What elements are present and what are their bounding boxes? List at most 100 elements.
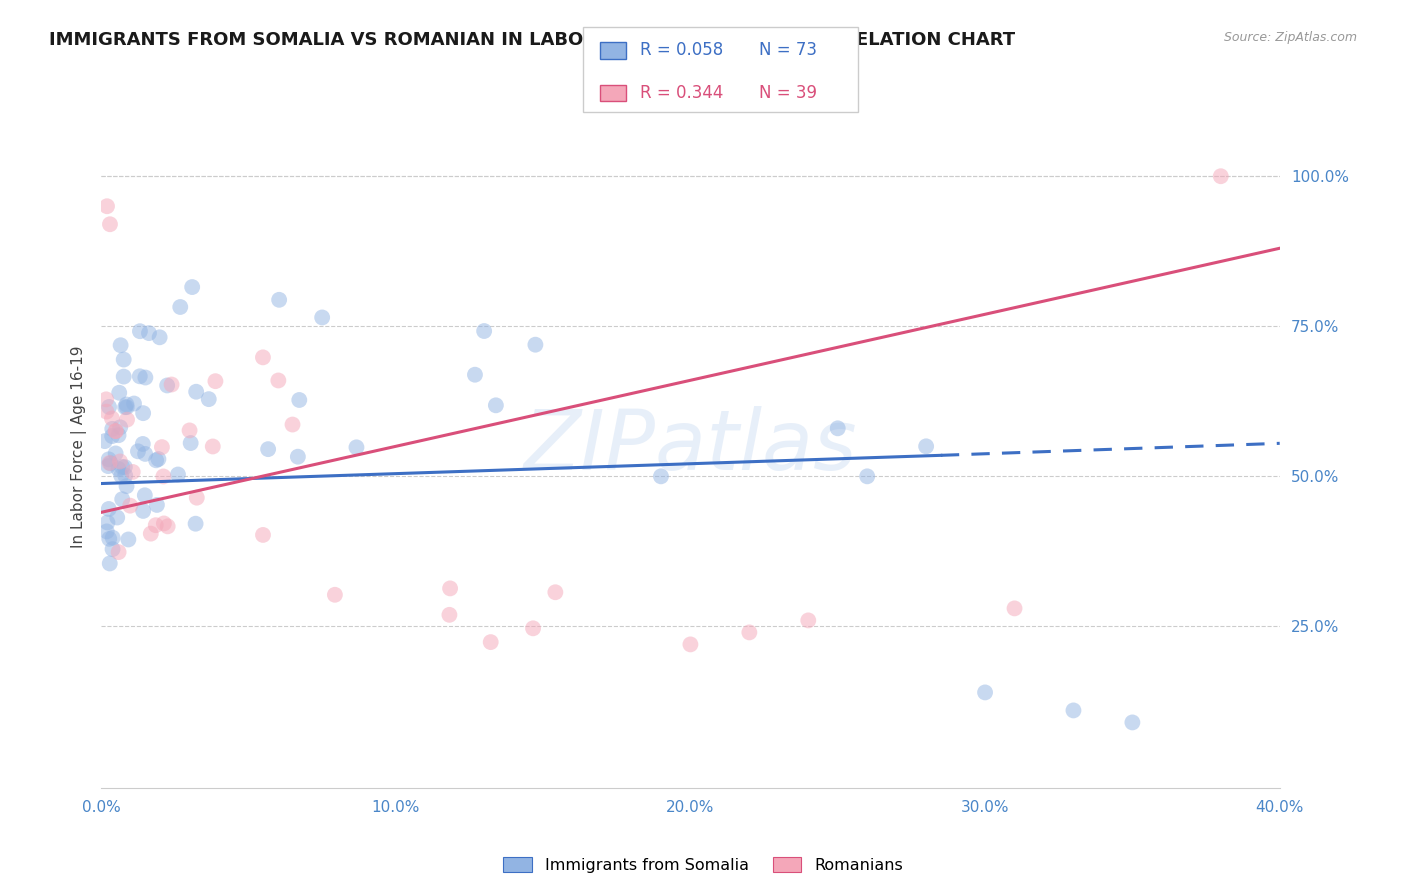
Point	[134, 370, 156, 384]
Point	[323, 588, 346, 602]
Point	[134, 447, 156, 461]
Point	[1121, 715, 1143, 730]
Point	[98, 400, 121, 414]
Point	[145, 518, 167, 533]
Point	[96, 524, 118, 539]
Point	[827, 421, 849, 435]
Point	[98, 456, 121, 470]
Point	[101, 429, 124, 443]
Point	[115, 479, 138, 493]
Point	[160, 377, 183, 392]
Point	[167, 467, 190, 482]
Point	[97, 502, 120, 516]
Point	[257, 442, 280, 457]
Point	[150, 440, 173, 454]
Point	[281, 417, 304, 432]
Point	[197, 392, 219, 406]
Point	[115, 397, 138, 411]
Point	[96, 199, 118, 213]
Point	[128, 369, 150, 384]
Point	[122, 396, 145, 410]
Point	[97, 459, 120, 474]
Point	[204, 374, 226, 388]
Text: R = 0.344: R = 0.344	[640, 84, 723, 102]
Point	[169, 300, 191, 314]
Point	[112, 369, 135, 384]
Point	[107, 428, 129, 442]
Point	[98, 217, 121, 231]
Point	[479, 635, 502, 649]
Point	[738, 625, 761, 640]
Point	[252, 528, 274, 542]
Text: R = 0.058: R = 0.058	[640, 42, 723, 60]
Point	[108, 385, 131, 400]
Point	[524, 337, 547, 351]
Point	[346, 440, 368, 454]
Point	[856, 469, 879, 483]
Point	[439, 607, 461, 622]
Point	[117, 533, 139, 547]
Point	[472, 324, 495, 338]
Point	[287, 450, 309, 464]
Text: IMMIGRANTS FROM SOMALIA VS ROMANIAN IN LABOR FORCE | AGE 16-19 CORRELATION CHART: IMMIGRANTS FROM SOMALIA VS ROMANIAN IN L…	[49, 31, 1015, 49]
Point	[101, 531, 124, 545]
Point	[186, 384, 208, 399]
Point	[186, 491, 208, 505]
Point	[1209, 169, 1232, 184]
Point	[179, 424, 201, 438]
Point	[269, 293, 291, 307]
Point	[107, 462, 129, 476]
Point	[129, 324, 152, 338]
Point	[132, 437, 155, 451]
Point	[115, 400, 138, 414]
Point	[149, 330, 172, 344]
Point	[112, 352, 135, 367]
Point	[111, 459, 134, 474]
Point	[114, 401, 136, 415]
Point	[98, 557, 121, 571]
Point	[156, 378, 179, 392]
Legend: Immigrants from Somalia, Romanians: Immigrants from Somalia, Romanians	[496, 851, 910, 880]
Point	[134, 488, 156, 502]
Point	[108, 454, 131, 468]
Point	[522, 621, 544, 635]
Point	[132, 406, 155, 420]
Point	[97, 452, 120, 467]
Point	[104, 446, 127, 460]
Point	[98, 532, 121, 546]
Point	[120, 499, 142, 513]
Point	[101, 422, 124, 436]
Point	[915, 439, 938, 453]
Point	[101, 411, 124, 425]
Point	[1004, 601, 1026, 615]
Point	[267, 374, 290, 388]
Text: N = 39: N = 39	[759, 84, 817, 102]
Point	[156, 519, 179, 533]
Point	[974, 685, 997, 699]
Point	[439, 582, 461, 596]
Point	[96, 404, 118, 418]
Point	[105, 424, 128, 438]
Text: ZIPatlas: ZIPatlas	[523, 406, 858, 487]
Point	[288, 392, 311, 407]
Point	[544, 585, 567, 599]
Point	[110, 468, 132, 483]
Point	[1062, 703, 1084, 717]
Point	[201, 440, 224, 454]
Point	[115, 412, 138, 426]
Point	[100, 456, 122, 470]
Point	[184, 516, 207, 531]
Point	[104, 424, 127, 438]
Point	[127, 444, 149, 458]
Point	[101, 542, 124, 557]
Point	[110, 338, 132, 352]
Point	[96, 392, 118, 407]
Point	[114, 460, 136, 475]
Point	[311, 310, 333, 325]
Point	[94, 434, 117, 449]
Point	[464, 368, 486, 382]
Text: Source: ZipAtlas.com: Source: ZipAtlas.com	[1223, 31, 1357, 45]
Point	[105, 510, 128, 524]
Point	[153, 516, 176, 531]
Point	[152, 469, 174, 483]
